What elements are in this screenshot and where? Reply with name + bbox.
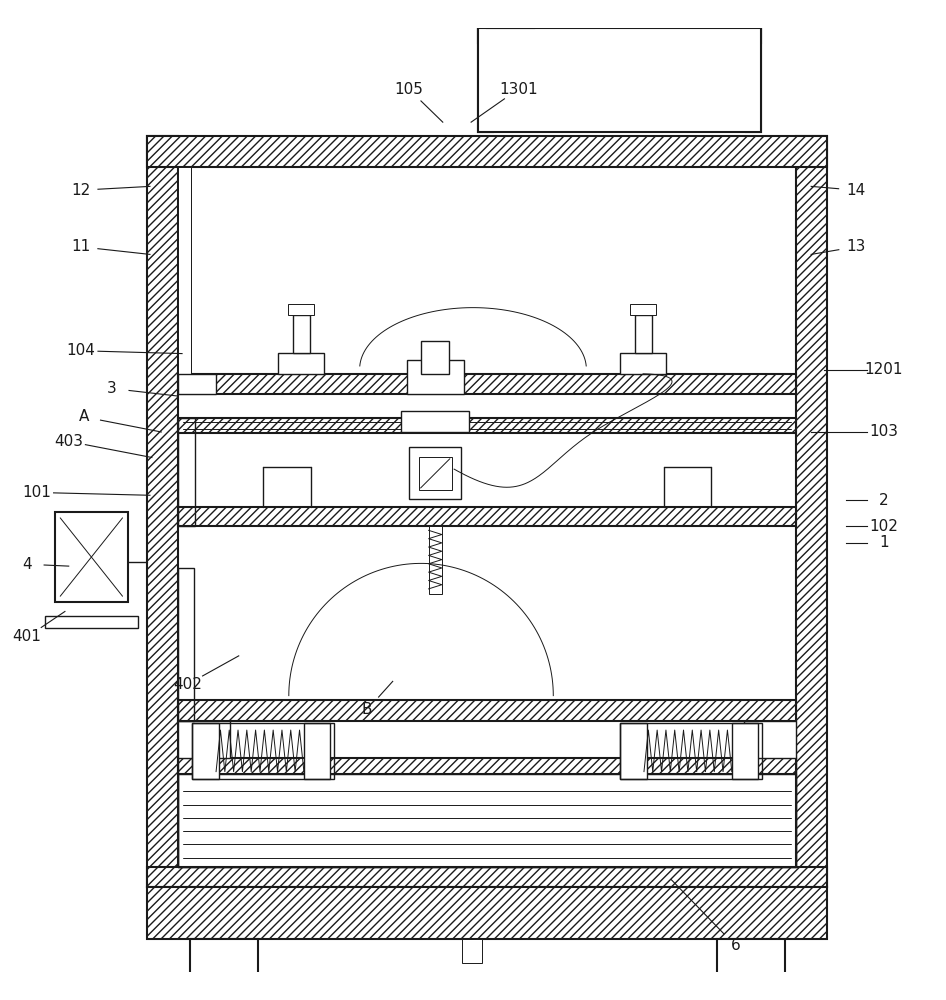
Bar <box>635 315 652 353</box>
Bar <box>478 28 762 43</box>
Bar <box>178 374 216 394</box>
Text: 6: 6 <box>730 938 741 953</box>
Bar <box>178 167 191 394</box>
Bar <box>419 457 452 490</box>
Bar <box>717 939 785 996</box>
Bar <box>192 723 219 779</box>
Text: 1201: 1201 <box>865 362 903 377</box>
Bar <box>178 374 796 394</box>
Bar <box>148 867 827 887</box>
Text: B: B <box>362 702 373 717</box>
Text: 14: 14 <box>846 183 866 198</box>
Bar <box>178 418 796 433</box>
Text: 402: 402 <box>173 677 202 692</box>
Text: 104: 104 <box>66 343 96 358</box>
Text: 1301: 1301 <box>499 82 537 97</box>
Bar <box>621 723 647 779</box>
Bar <box>55 512 129 602</box>
Bar <box>429 526 442 594</box>
Text: 12: 12 <box>71 183 91 198</box>
Text: 4: 4 <box>23 557 32 572</box>
Bar <box>407 360 464 394</box>
Bar <box>732 723 759 779</box>
Bar <box>487 0 534 28</box>
Text: 105: 105 <box>394 82 423 97</box>
Bar <box>189 939 257 996</box>
Text: 11: 11 <box>71 239 91 254</box>
Bar <box>45 616 138 628</box>
Text: 103: 103 <box>869 424 899 439</box>
Bar <box>478 28 762 132</box>
Text: 13: 13 <box>846 239 866 254</box>
Text: 1: 1 <box>879 535 888 550</box>
Bar <box>621 723 762 779</box>
Bar <box>288 304 314 315</box>
Text: 2: 2 <box>879 493 888 508</box>
Bar <box>304 723 330 779</box>
Bar <box>178 758 796 774</box>
Bar <box>178 507 796 526</box>
Bar <box>278 353 324 374</box>
Bar <box>745 28 762 132</box>
Bar <box>148 887 827 939</box>
Bar <box>178 774 796 867</box>
Bar <box>630 304 657 315</box>
Bar <box>401 411 469 432</box>
Text: 403: 403 <box>54 434 83 449</box>
Text: 401: 401 <box>12 629 42 644</box>
Bar <box>178 568 194 721</box>
Bar <box>796 136 827 887</box>
Bar <box>621 353 666 374</box>
Bar <box>292 315 309 353</box>
Bar <box>148 136 827 167</box>
Text: 102: 102 <box>869 519 899 534</box>
Text: A: A <box>79 409 89 424</box>
Bar <box>148 136 178 887</box>
Bar <box>192 723 334 779</box>
Bar <box>178 167 191 394</box>
Bar <box>745 721 796 758</box>
Bar <box>462 939 482 963</box>
Bar <box>421 341 449 374</box>
Bar <box>178 700 796 721</box>
Bar <box>178 418 196 526</box>
Bar <box>478 28 493 132</box>
Bar <box>410 447 462 499</box>
Text: 101: 101 <box>22 485 51 500</box>
Bar <box>178 721 230 758</box>
Text: 3: 3 <box>107 381 117 396</box>
